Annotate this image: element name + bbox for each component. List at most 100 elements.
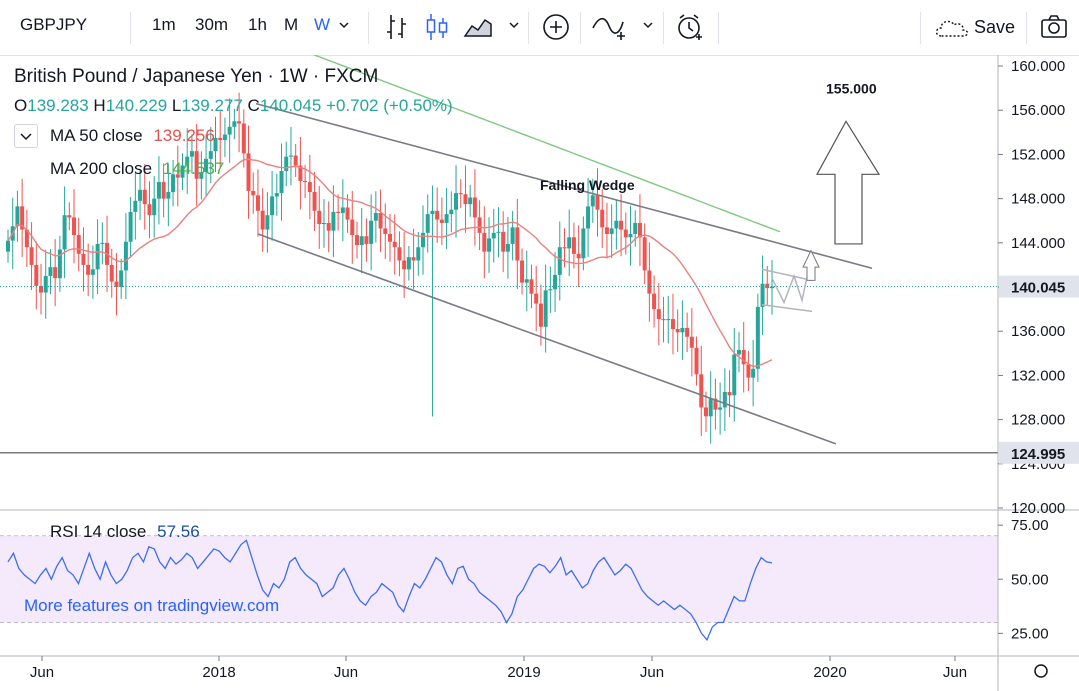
candle-body [609,228,614,234]
candle-body [204,158,209,173]
candle-body [770,286,774,289]
candle-body [751,368,756,378]
price-tick-label: 120.000 [1011,500,1065,517]
candle-body [538,303,543,327]
candle-body [345,207,350,220]
candle-body [246,153,251,191]
camera-icon[interactable] [1039,12,1069,47]
close-value: 140.045 [259,96,322,115]
rsi-tick-label: 25.00 [1011,625,1049,642]
candle-body [567,237,572,249]
candle-body [524,279,529,283]
candle-body [152,198,157,216]
candle-body [501,231,506,252]
candle-body [670,319,675,330]
candles-icon[interactable] [424,12,450,47]
time-tick-label: Jun [334,664,358,681]
chevron-down-icon[interactable] [338,18,350,36]
ohlc-legend: O139.283 H140.229 L139.277 C140.045 +0.7… [14,96,453,115]
candle-body [487,238,492,252]
candle-body [237,121,242,124]
candle-body [388,233,392,242]
candle-body [637,222,642,238]
ma200-legend[interactable]: MA 200 close 144.537 [50,159,224,179]
bar-chart-icon[interactable] [384,12,410,47]
candle-body [57,249,62,279]
candle-body [274,193,279,197]
candle-body [39,285,44,293]
ma50-legend[interactable]: MA 50 close 139.256 [50,126,215,146]
interval-30m-button[interactable]: 30m [195,15,229,34]
symbol-search-button[interactable]: GBPJPY [20,15,88,34]
ma50-value: 139.256 [153,126,215,145]
candle-body [713,398,718,410]
candle-body [232,121,237,127]
candle-body [765,283,770,289]
rsi-legend[interactable]: RSI 14 close 57.56 [50,522,200,542]
candle-body [303,180,308,183]
candle-body [133,200,138,212]
candle-body [67,215,72,218]
candle-body [661,319,666,321]
interval-month-button[interactable]: M [284,15,299,34]
interval-1m-button[interactable]: 1m [152,15,176,34]
tradingview-watermark[interactable]: More features on tradingview.com [24,596,280,615]
candle-body [359,236,364,246]
time-tick-label: Jun [30,664,54,681]
indicators-icon[interactable] [591,12,631,47]
candle-body [48,267,53,276]
price-tick-label: 156.000 [1011,102,1065,119]
candle-body [727,391,732,396]
candle-body [227,126,232,135]
candle-body [666,319,671,321]
candle-body [373,212,378,221]
candle-body [331,211,336,231]
price-tick-label: 132.000 [1011,367,1065,384]
candle-body [595,195,600,210]
candle-body [515,227,520,261]
candle-body [435,210,440,220]
cloud-icon[interactable] [933,15,971,46]
candle-body [741,350,746,365]
interval-1h-button[interactable]: 1h [248,15,267,34]
rsi-line [7,539,773,642]
add-icon[interactable] [541,12,571,47]
chart-title: British Pound / Japanese Yen · 1W · FXCM [14,66,379,87]
candle-body [604,227,609,234]
candle-body [43,275,48,293]
time-tick-label: Jun [943,664,967,681]
rsi-value: 57.56 [157,522,200,541]
candle-body [590,195,595,207]
alert-icon[interactable] [675,12,705,47]
target-annotation: 155.000 [826,81,877,97]
candle-body [86,264,91,275]
interval-week-button[interactable]: W [314,15,331,34]
candle-body [449,209,454,215]
candle-body [369,220,374,244]
chevron-down-icon[interactable] [642,18,654,36]
toolbar-divider [1026,12,1027,44]
save-button[interactable]: Save [974,17,1016,37]
price-chart[interactable]: Falling Wedge 155.000 160.000 156.000 152.0… [0,55,1079,691]
chevron-down-icon[interactable] [508,18,520,36]
candle-body [213,137,218,152]
candle-body [656,309,661,320]
toolbar-divider [718,12,719,44]
candle-body [510,227,515,244]
candle-body [689,336,694,348]
candle-body [383,228,388,234]
candle-body [675,329,680,333]
toolbar-divider [528,12,529,44]
candle-body [147,204,152,216]
collapse-legend-button[interactable] [14,124,38,148]
current-price-tag [999,275,1079,298]
candle-body [180,165,185,178]
candle-body [307,182,312,193]
candle-body [557,247,562,275]
toolbar-divider [920,12,921,44]
area-chart-icon[interactable] [463,12,493,47]
time-tick-label: 2018 [202,664,235,681]
candle-body [255,195,260,211]
candle-body [114,281,119,288]
candle-body [175,174,180,178]
